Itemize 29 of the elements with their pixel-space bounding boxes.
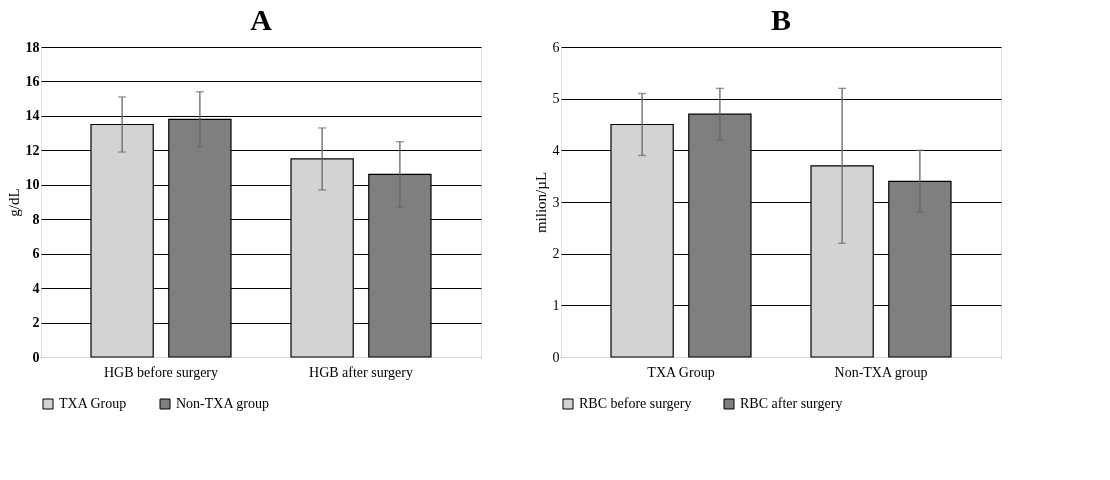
y-tick-label: 2 bbox=[32, 315, 40, 331]
y-tick-label: 0 bbox=[32, 349, 40, 365]
y-tick-label: 5 bbox=[552, 91, 560, 107]
legend-label: RBC before surgery bbox=[579, 396, 692, 411]
x-tick-label: Non-TXA group bbox=[834, 364, 928, 380]
y-tick-label: 18 bbox=[25, 39, 40, 55]
x-tick-label: HGB before surgery bbox=[103, 364, 219, 380]
y-tick-label: 12 bbox=[25, 142, 40, 158]
y-tick-label: 8 bbox=[32, 211, 40, 227]
legend-label: Non-TXA group bbox=[176, 396, 269, 411]
x-tick-label: HGB after surgery bbox=[309, 364, 413, 380]
y-tick-label: 3 bbox=[552, 194, 560, 210]
y-tick-label: 10 bbox=[25, 177, 40, 193]
legend-label: RBC after surgery bbox=[740, 396, 843, 411]
y-tick-label: 2 bbox=[552, 246, 560, 262]
chart-title: A bbox=[250, 3, 273, 36]
y-tick-label: 4 bbox=[32, 280, 40, 296]
y-tick-label: 16 bbox=[25, 73, 40, 89]
y-tick-label: 0 bbox=[552, 349, 560, 365]
y-tick-label: 6 bbox=[552, 39, 560, 55]
y-tick-label: 14 bbox=[25, 108, 40, 124]
y-tick-label: 4 bbox=[552, 142, 560, 158]
y-tick-label: 1 bbox=[552, 297, 560, 313]
y-axis-title: g/dL bbox=[5, 188, 22, 217]
chart-title: B bbox=[770, 3, 792, 36]
y-axis-title: milion/µL bbox=[532, 171, 549, 234]
y-tick-label: 6 bbox=[32, 246, 40, 262]
legend-label: TXA Group bbox=[59, 396, 127, 411]
x-tick-label: TXA Group bbox=[647, 364, 715, 380]
